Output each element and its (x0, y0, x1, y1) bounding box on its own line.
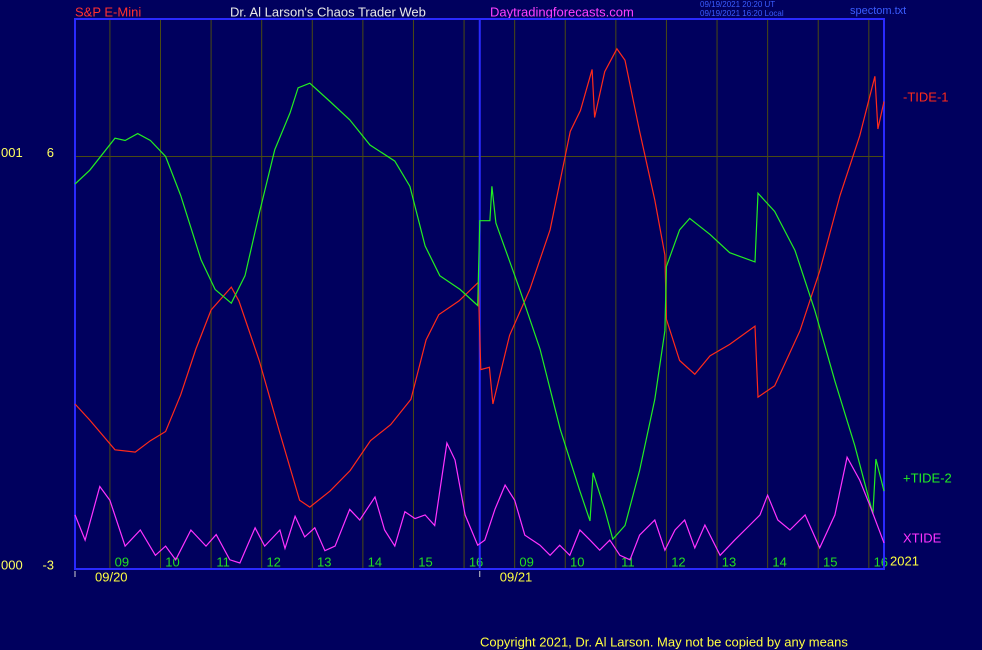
chart-title: Dr. Al Larson's Chaos Trader Web (230, 4, 426, 19)
timestamp: 09/19/2021 16:20 Local (700, 9, 784, 18)
x-tick-label: 15 (418, 554, 432, 569)
plot-area: 09 10 11 12 13 14 15 16 09 10 11 12 13 14 15 16-3000600… (1, 18, 888, 584)
year-label: 2021 (890, 553, 919, 568)
x-tick-label: 12 (671, 554, 685, 569)
plot-border (74, 18, 885, 570)
x-tick-label: 13 (722, 554, 736, 569)
timestamp: 09/19/2021 20:20 UT (700, 0, 775, 9)
legend-label: -TIDE-1 (903, 89, 949, 104)
x-tick-label: 15 (823, 554, 837, 569)
market-label: S&P E-Mini (75, 4, 141, 19)
x-tick-label: 16 (469, 554, 483, 569)
legend-label: XTIDE (903, 530, 942, 545)
y-tick-label: 6 (47, 145, 54, 160)
copyright: Copyright 2021, Dr. Al Larson. May not b… (480, 634, 848, 649)
legend-label: +TIDE-2 (903, 470, 952, 485)
x-tick-label: 09 (115, 554, 129, 569)
website: Daytradingforecasts.com (490, 4, 634, 19)
date-label: 09/21 (500, 569, 533, 584)
date-label: 09/20 (95, 569, 128, 584)
x-tick-label: 16 (874, 554, 888, 569)
x-tick-label: 14 (772, 554, 786, 569)
y-tick-label: -3 (42, 557, 54, 572)
x-tick-label: 11 (216, 554, 230, 569)
x-tick-label: 13 (317, 554, 331, 569)
y-axis-prefix: 000 (1, 557, 23, 572)
file-name: spectom.txt (850, 5, 906, 17)
x-tick-label: 12 (266, 554, 280, 569)
series-line (74, 47, 885, 508)
x-tick-label: 14 (368, 554, 382, 569)
series-line (74, 82, 885, 541)
y-axis-prefix: 001 (1, 145, 23, 160)
series-line (74, 440, 885, 564)
x-tick-label: 10 (570, 554, 584, 569)
x-tick-label: 09 (519, 554, 533, 569)
